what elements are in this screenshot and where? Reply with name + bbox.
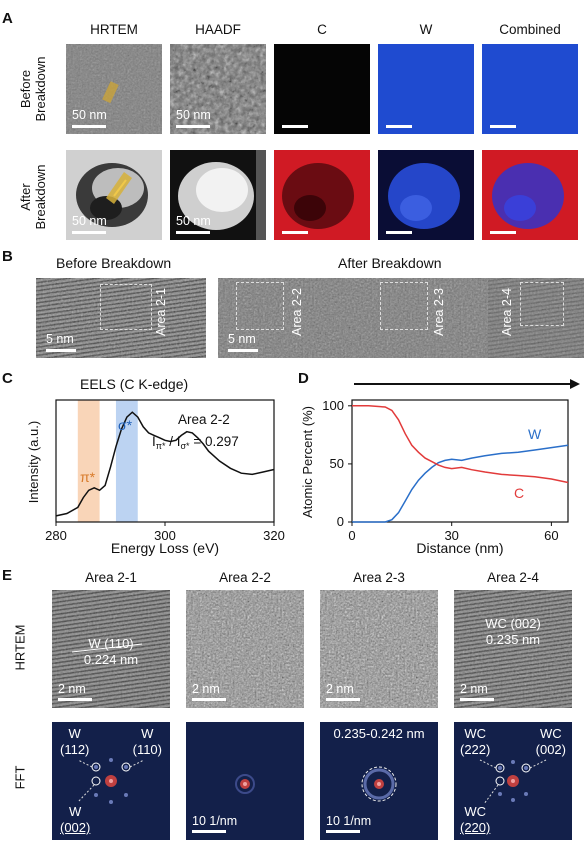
- row-label-after: After Breakdown: [18, 164, 48, 230]
- e-row-label-hrtem: HRTEM: [12, 624, 28, 671]
- a-before-haadf-image: 50 nm: [170, 44, 266, 134]
- panel-e-label: E: [2, 567, 13, 584]
- e-fft-area-2-1: W (112) W (110) W (002): [52, 722, 170, 840]
- b-before-image: Area 2-1 5 nm: [36, 278, 206, 358]
- e-hrtem-area-2-3: 2 nm: [320, 590, 438, 708]
- b-area-2-3-label: Area 2-3: [432, 288, 446, 336]
- b-area-2-1-box: [100, 284, 152, 330]
- e-fft4-label-d: (002): [535, 742, 566, 757]
- e-fft-area-2-4: WC (222) WC (002) WC (220): [454, 722, 572, 840]
- d-direction-arrow: [354, 379, 580, 389]
- e-a3-fft-label: 0.235-0.242 nm: [333, 726, 425, 741]
- e-fft1-label-c: W: [141, 726, 154, 741]
- c-title: EELS (C K-edge): [80, 376, 189, 392]
- col-header-haadf: HAADF: [195, 22, 241, 37]
- col-header-combined: Combined: [499, 22, 561, 37]
- e-fft1-label-d: (110): [132, 742, 162, 757]
- e-hrtem-area-2-1: W (110) 0.224 nm 2 nm: [52, 590, 170, 708]
- e-a1-spacing-hkl: W (110): [88, 636, 134, 651]
- e-fft-area-2-3: 0.235-0.242 nm 10 1/nm: [320, 722, 438, 840]
- a-before-combined-map: [482, 44, 578, 134]
- d-y-ticks: 0 50 100: [322, 398, 352, 529]
- d-xlabel: Distance (nm): [416, 540, 503, 556]
- e-hrtem-area-2-2: 2 nm: [186, 590, 304, 708]
- d-c-line: [352, 405, 569, 484]
- b-title-before: Before Breakdown: [56, 255, 172, 271]
- a-after-combined-map: [482, 150, 578, 240]
- c-eels-curve: [55, 411, 275, 517]
- e-fft4-label-c: WC: [539, 726, 562, 741]
- e-col-area-2-2: Area 2-2: [219, 570, 271, 585]
- e-fft1-label-b: (112): [60, 742, 90, 757]
- row-label-before: Before Breakdown: [18, 56, 48, 122]
- d-ytick-label: 50: [330, 456, 344, 471]
- a-after-hrtem-image: 50 nm: [66, 150, 162, 240]
- c-pi-band: [77, 400, 100, 522]
- c-sigma-label: σ*: [118, 417, 133, 433]
- e-a4-spacing-d: 0.235 nm: [485, 632, 541, 647]
- d-xtick-label: 0: [348, 528, 355, 543]
- e-fft1-label-f: (002): [60, 820, 91, 835]
- e-col-area-2-1: Area 2-1: [85, 570, 137, 585]
- d-w-series-label: W: [528, 426, 542, 442]
- e-fft4-label-e: WC: [464, 804, 487, 819]
- d-w-line: [352, 444, 569, 523]
- c-eels-chart: 280 300 320 π* σ* Area 2-2 Iπ* / Iσ* = 0.2…: [26, 399, 285, 556]
- panel-a-label: A: [2, 10, 13, 27]
- a-after-c-map: [274, 150, 370, 240]
- panel-c-label: C: [2, 370, 13, 387]
- e-fft4-label-a: WC: [464, 726, 487, 741]
- e-fft4-label-f: (220): [460, 820, 491, 835]
- b-area-2-4-label: Area 2-4: [500, 288, 514, 336]
- c-ratio-text: Iπ* / Iσ* = 0.297: [152, 434, 239, 451]
- b-area-2-1-label: Area 2-1: [154, 288, 168, 336]
- c-xlabel: Energy Loss (eV): [111, 540, 219, 556]
- e-a1-spacing-d: 0.224 nm: [83, 652, 139, 667]
- d-xtick-label: 30: [444, 528, 458, 543]
- d-c-series-label: C: [514, 485, 524, 501]
- b-title-after: After Breakdown: [338, 255, 442, 271]
- d-ytick-label: 100: [322, 398, 344, 413]
- c-pi-label: π*: [80, 469, 96, 485]
- b-area-2-3-box: [380, 282, 428, 330]
- a-before-hrtem-image: 50 nm: [66, 44, 162, 134]
- col-header-hrtem: HRTEM: [90, 22, 138, 37]
- c-area-label: Area 2-2: [178, 412, 230, 427]
- a-before-c-map: [274, 44, 370, 134]
- b-area-2-2-label: Area 2-2: [290, 288, 304, 336]
- a-before-w-map: [378, 44, 474, 134]
- d-ylabel: Atomic Percent (%): [300, 406, 315, 518]
- panel-b-label: B: [2, 248, 13, 265]
- d-composition-chart: 0 30 60 0 50 100 W C Distance (nm) Atomic Pe…: [300, 398, 569, 556]
- e-row-label-fft: FFT: [12, 765, 28, 790]
- c-xtick-label: 320: [263, 528, 285, 543]
- e-hrtem-area-2-4: WC (002) 0.235 nm 2 nm: [454, 590, 572, 708]
- d-x-ticks: 0 30 60: [348, 522, 559, 543]
- e-fft-area-2-2: 10 1/nm: [186, 722, 304, 840]
- e-fft4-label-b: (222): [460, 742, 491, 757]
- b-area-2-4-box: [520, 282, 564, 326]
- e-fft1-label-e: W: [69, 804, 82, 819]
- e-col-area-2-3: Area 2-3: [353, 570, 405, 585]
- col-header-c: C: [317, 22, 327, 37]
- d-ytick-label: 0: [337, 514, 344, 529]
- b-area-2-2-box: [236, 282, 284, 330]
- c-ylabel: Intensity (a.u.): [26, 421, 41, 503]
- d-xtick-label: 60: [544, 528, 558, 543]
- c-x-ticks: 280 300 320: [45, 522, 285, 543]
- b-after-image: Area 2-2 Area 2-3 Area 2-4 5 nm: [218, 278, 584, 358]
- e-col-area-2-4: Area 2-4: [487, 570, 539, 585]
- c-xtick-label: 280: [45, 528, 67, 543]
- panel-d-label: D: [298, 370, 309, 387]
- e-fft1-label-a: W: [68, 726, 81, 741]
- a-after-haadf-image: 50 nm: [170, 150, 266, 240]
- e-a4-spacing-hkl: WC (002): [485, 616, 541, 631]
- col-header-w: W: [419, 22, 433, 37]
- a-after-w-map: [378, 150, 474, 240]
- d-plot-frame: [351, 399, 569, 523]
- c-xtick-label: 300: [154, 528, 176, 543]
